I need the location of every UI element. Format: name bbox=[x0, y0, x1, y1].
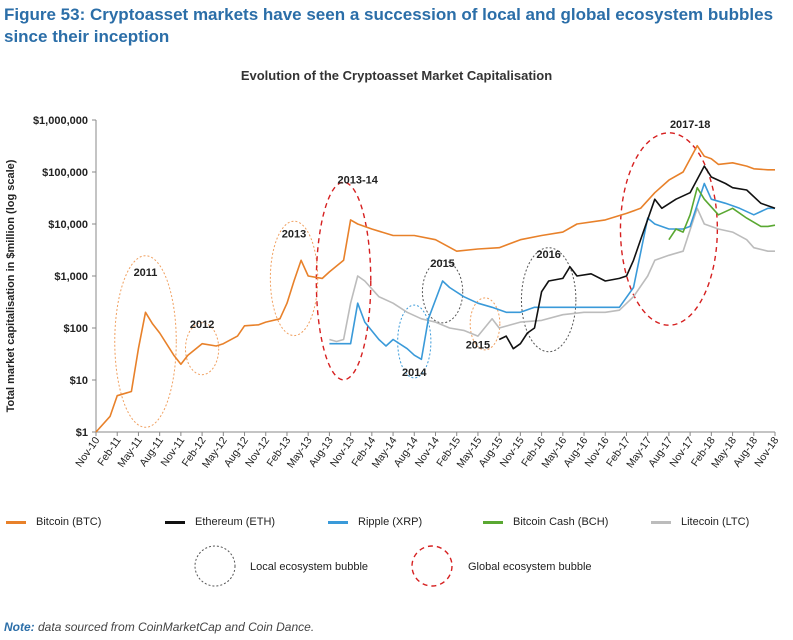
bubble-ellipse-3 bbox=[315, 181, 372, 381]
series-line-bch bbox=[668, 186, 776, 241]
legend-label-btc: Bitcoin (BTC) bbox=[36, 516, 102, 528]
legend-swatch-ltc bbox=[651, 520, 671, 524]
legend-label-eth: Ethereum (ETH) bbox=[195, 516, 276, 528]
annotation-label-7: 2016 bbox=[536, 249, 560, 261]
legend-swatch-bch bbox=[483, 520, 503, 524]
chart-title: Evolution of the Cryptoasset Market Capi… bbox=[240, 68, 553, 83]
legend-swatch-btc bbox=[6, 520, 26, 524]
annotation-label-6: 2015 bbox=[466, 340, 490, 352]
legend-swatch-eth bbox=[165, 520, 185, 524]
bubble-ellipse-6 bbox=[469, 297, 501, 351]
y-tick-label-3: $1,000 bbox=[54, 271, 88, 283]
bubble-ellipse-5 bbox=[421, 259, 464, 324]
bubble-ellipse-4 bbox=[397, 304, 432, 379]
bubble-ellipse-0 bbox=[114, 255, 177, 428]
legend-label-bch: Bitcoin Cash (BCH) bbox=[513, 516, 609, 528]
legend-label-ltc: Litecoin (LTC) bbox=[681, 516, 750, 528]
bubble-ellipse-1 bbox=[184, 322, 220, 376]
legend-item-eth: Ethereum (ETH) bbox=[165, 516, 275, 528]
legend-item-btc: Bitcoin (BTC) bbox=[6, 516, 101, 528]
legend-local-bubble-label: Local ecosystem bubble bbox=[250, 561, 369, 573]
legend-global-bubble-ellipse bbox=[411, 545, 453, 587]
annotation-label-4: 2014 bbox=[402, 367, 427, 379]
legend-item-bch: Bitcoin Cash (BCH) bbox=[483, 516, 608, 528]
y-tick-label-6: $1,000,000 bbox=[33, 115, 88, 127]
annotation-label-3: 2013-14 bbox=[338, 175, 379, 187]
annotation-label-2: 2013 bbox=[282, 229, 306, 241]
bubble-ellipse-7 bbox=[520, 247, 577, 353]
series-line-ltc bbox=[329, 207, 775, 343]
y-tick-label-0: $1 bbox=[76, 427, 88, 439]
legend-swatch-xrp bbox=[328, 520, 348, 524]
y-tick-label-1: $10 bbox=[70, 375, 88, 387]
legend-local-bubble-ellipse bbox=[194, 545, 236, 587]
annotation-label-5: 2015 bbox=[430, 258, 454, 270]
y-tick-label-4: $10,000 bbox=[48, 219, 88, 231]
annotation-label-0: 2011 bbox=[134, 267, 158, 279]
y-tick-label-5: $100,000 bbox=[42, 167, 88, 179]
legend-item-xrp: Ripple (XRP) bbox=[328, 516, 422, 528]
note-text: data sourced from CoinMarketCap and Coin… bbox=[34, 620, 315, 634]
series-line-xrp bbox=[329, 182, 775, 361]
series-line-btc bbox=[95, 144, 775, 433]
y-axis-label: Total market capitalisation in $million … bbox=[5, 159, 17, 412]
legend-label-xrp: Ripple (XRP) bbox=[358, 516, 423, 528]
annotation-label-8: 2017-18 bbox=[670, 119, 710, 131]
annotation-label-1: 2012 bbox=[190, 319, 214, 331]
source-note: Note: data sourced from CoinMarketCap an… bbox=[4, 620, 314, 634]
figure-title: Figure 53: Cryptoasset markets have seen… bbox=[4, 5, 774, 46]
legend-item-ltc: Litecoin (LTC) bbox=[651, 516, 749, 528]
series-line-eth bbox=[498, 165, 776, 350]
y-tick-label-2: $100 bbox=[64, 323, 88, 335]
note-label: Note: bbox=[4, 620, 35, 634]
legend-global-bubble-label: Global ecosystem bubble bbox=[468, 561, 592, 573]
